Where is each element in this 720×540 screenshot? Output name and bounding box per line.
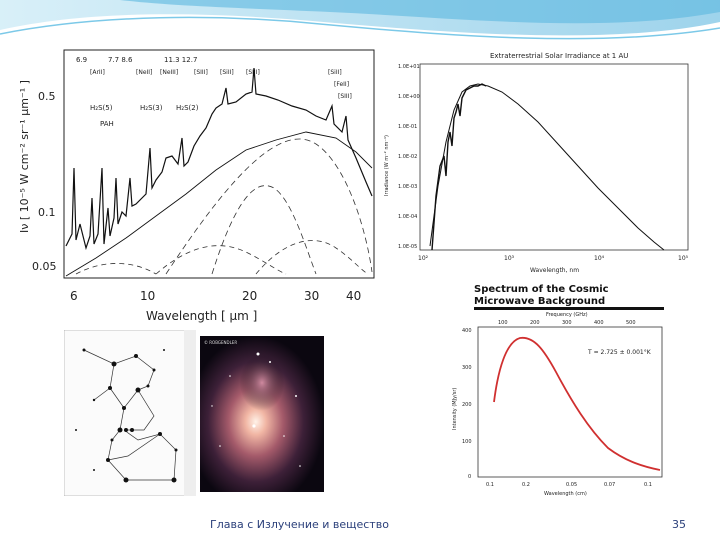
ir-ytick-2: 0.05 (32, 260, 57, 273)
ir-line-label-7: [FeII] (334, 81, 349, 88)
cmb-blackbody-curve (493, 337, 661, 471)
ir-xtick-3: 30 (304, 289, 319, 303)
ir-dust-component-2 (211, 185, 317, 275)
ir-line-label-2: [NeIII] (160, 69, 178, 76)
cmb-xtick-4: 0.1 (644, 482, 652, 488)
ir-h2-label-1: H₂S(3) (140, 104, 163, 112)
ir-line-label-6: [SiII] (328, 69, 342, 76)
solar-xtick-3: 10⁵ (678, 255, 689, 262)
ir-dust-component-4 (155, 245, 287, 275)
solar-ytick-1: 1.0E+00 (398, 94, 420, 100)
cmb-xlabel: Wavelength (cm) (544, 491, 587, 497)
ir-spectrum-plot: Iν [ 10⁻⁵ W cm⁻² sr⁻¹ μm⁻¹ ] 0.5 0.1 0.0… (16, 48, 376, 328)
cmb-title-line2: Microwave Background (474, 296, 605, 307)
ir-ytick-1: 0.1 (38, 206, 56, 219)
ir-xlabel: Wavelength [ μm ] (146, 309, 257, 323)
solar-ytick-4: 1.0E-03 (398, 184, 417, 190)
cmb-top-tick-4: 500 (626, 320, 636, 326)
ir-line-label-1: [NeII] (136, 69, 152, 76)
solar-blackbody-curve (429, 83, 665, 251)
ir-line-top-1: 7.7 8.6 (108, 56, 133, 64)
cmb-top-tick-0: 100 (498, 320, 508, 326)
cmb-ytick-4: 0 (468, 474, 471, 480)
cmb-xtick-3: 0.07 (604, 482, 615, 488)
cmb-xtick-0: 0.1 (486, 482, 494, 488)
cmb-xtick-1: 0.2 (522, 482, 530, 488)
cmb-ytick-2: 200 (462, 402, 472, 408)
ir-observed-spectrum (65, 67, 373, 251)
solar-xlabel: Wavelength, nm (530, 267, 579, 274)
ir-xtick-1: 10 (140, 289, 155, 303)
slide-footer-title: Глава с Излучение и вещество (210, 518, 389, 531)
solar-ylabel: Irradiance (W m⁻² nm⁻¹) (384, 135, 390, 196)
orion-star-chart (64, 330, 196, 496)
solar-xtick-0: 10² (418, 255, 429, 262)
ir-dust-component-1 (165, 138, 373, 275)
cmb-temperature-label: T = 2.725 ± 0.001°K (587, 349, 652, 356)
ir-line-label-4: [SiII] (220, 69, 234, 76)
cmb-xtick-2: 0.05 (566, 482, 577, 488)
solar-title: Extraterrestrial Solar Irradiance at 1 A… (490, 52, 628, 60)
page-number: 35 (672, 518, 686, 531)
ir-line-label-0: [ArII] (90, 69, 105, 76)
ir-dust-component-5 (255, 240, 369, 275)
solar-irradiance-plot: Extraterrestrial Solar Irradiance at 1 A… (378, 46, 704, 276)
cmb-ytick-1: 300 (462, 365, 472, 371)
ir-line-top-2: 11.3 12.7 (164, 56, 197, 64)
cmb-spectrum-plot: Spectrum of the Cosmic Microwave Backgro… (448, 280, 670, 500)
solar-ytick-0: 1.0E+01 (398, 64, 420, 70)
cmb-ylabel: Intensity (MJy/sr) (452, 388, 458, 430)
cmb-top-axis-label: Frequency (GHz) (546, 312, 588, 318)
nebula-credit: © ROBGENDLER (204, 340, 237, 345)
cmb-title-line1: Spectrum of the Cosmic (474, 284, 609, 295)
ir-xtick-0: 6 (70, 289, 78, 303)
cmb-ytick-0: 400 (462, 328, 472, 334)
cmb-ytick-3: 100 (462, 439, 472, 445)
header-wave-decoration (0, 0, 720, 40)
solar-ytick-3: 1.0E-02 (398, 154, 417, 160)
ir-line-top-0: 6.9 (76, 56, 87, 64)
solar-ytick-6: 1.0E-05 (398, 244, 417, 250)
ir-ylabel: Iν [ 10⁻⁵ W cm⁻² sr⁻¹ μm⁻¹ ] (18, 80, 31, 233)
ir-line-label-5: [SIII] (246, 69, 260, 76)
ir-h2-label-0: H₂S(5) (90, 104, 113, 112)
ir-ytick-0: 0.5 (38, 90, 56, 103)
ir-dust-component-3 (75, 263, 157, 275)
solar-observed-spectrum (431, 83, 487, 251)
ir-xtick-4: 40 (346, 289, 361, 303)
ir-xtick-2: 20 (242, 289, 257, 303)
ir-model-curve (65, 131, 373, 277)
ir-line-label-8: [SIII] (338, 93, 352, 100)
orion-nebula-photo: © ROBGENDLER (200, 336, 324, 492)
cmb-top-tick-1: 200 (530, 320, 540, 326)
cmb-top-tick-3: 400 (594, 320, 604, 326)
solar-ytick-5: 1.0E-04 (398, 214, 417, 220)
ir-h2-label-2: H₂S(2) (176, 104, 199, 112)
solar-ytick-2: 1.0E-01 (398, 124, 417, 130)
solar-xtick-2: 10⁴ (594, 255, 605, 262)
cmb-top-tick-2: 300 (562, 320, 572, 326)
ir-line-label-3: [SIII] (194, 69, 208, 76)
solar-xtick-1: 10³ (504, 255, 515, 262)
ir-h2-label-3: PAH (100, 120, 114, 128)
